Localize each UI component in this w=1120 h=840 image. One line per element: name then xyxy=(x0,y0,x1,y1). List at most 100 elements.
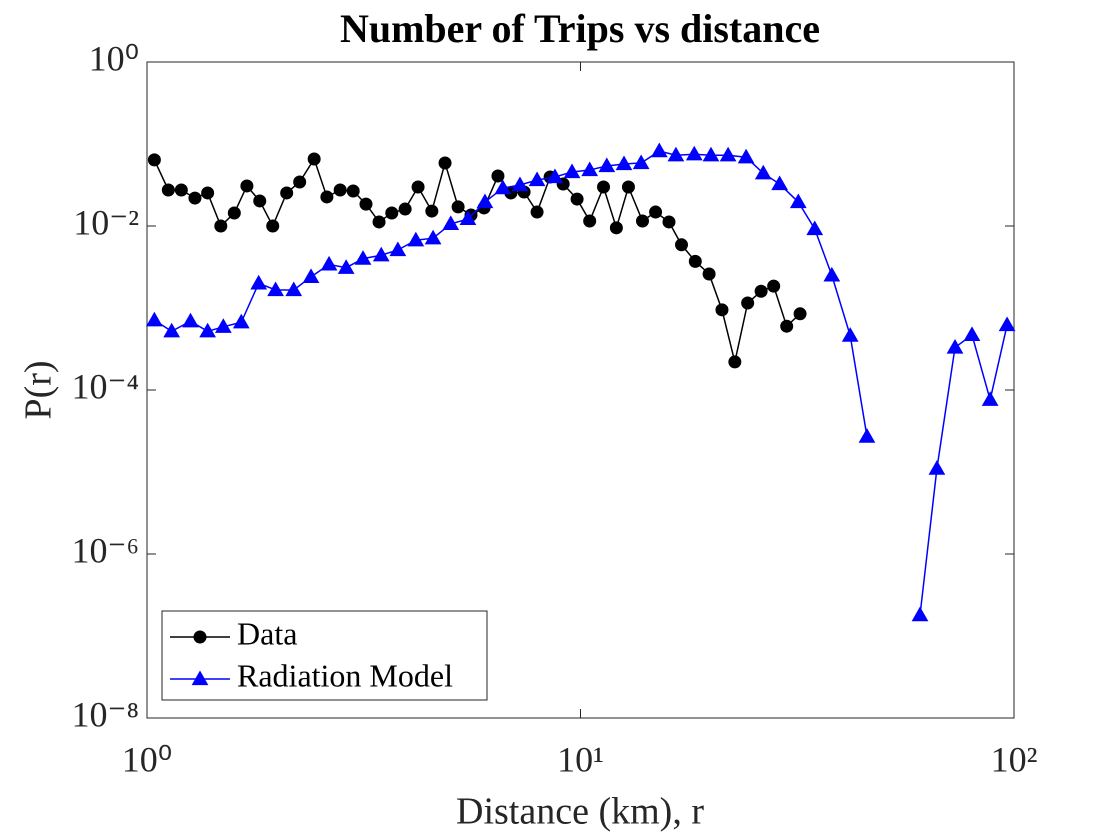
marker xyxy=(741,296,755,310)
y-axis-label: P(r) xyxy=(18,360,60,419)
marker xyxy=(302,268,320,283)
marker xyxy=(199,322,216,338)
marker xyxy=(389,241,407,257)
marker xyxy=(650,142,668,158)
marker xyxy=(174,183,188,197)
marker xyxy=(438,156,452,170)
legend-marker xyxy=(191,670,209,686)
marker xyxy=(442,215,460,231)
marker xyxy=(581,161,599,177)
marker xyxy=(621,180,635,194)
x-tick-label: 10¹ xyxy=(557,739,604,779)
marker xyxy=(411,180,425,194)
marker xyxy=(530,205,544,219)
marker xyxy=(320,190,334,204)
marker xyxy=(688,254,702,268)
marker xyxy=(407,231,425,247)
marker xyxy=(911,606,929,622)
x-axis-label: Distance (km), r xyxy=(456,791,704,833)
marker xyxy=(188,191,202,205)
marker xyxy=(615,155,633,171)
marker xyxy=(266,219,280,233)
marker xyxy=(425,204,439,218)
marker xyxy=(728,355,742,369)
legend-label: Radiation Model xyxy=(237,657,453,693)
legend-box xyxy=(161,610,488,701)
marker xyxy=(675,238,689,252)
marker xyxy=(293,175,307,189)
marker xyxy=(491,169,505,183)
marker xyxy=(963,326,981,342)
marker xyxy=(161,183,175,197)
marker xyxy=(609,221,623,235)
x-tick-label: 10⁰ xyxy=(122,739,172,779)
marker xyxy=(280,186,294,200)
marker xyxy=(424,229,442,245)
marker xyxy=(667,146,685,162)
marker xyxy=(372,215,386,229)
marker xyxy=(494,179,512,195)
marker xyxy=(337,259,355,274)
y-tick-label: 10⁻² xyxy=(73,202,139,242)
marker xyxy=(928,460,946,475)
marker xyxy=(598,157,616,173)
marker xyxy=(823,266,841,282)
marker xyxy=(267,281,284,297)
marker xyxy=(806,220,824,236)
marker xyxy=(583,214,597,228)
marker xyxy=(635,214,649,228)
marker xyxy=(981,391,999,406)
marker xyxy=(793,307,807,321)
marker xyxy=(146,311,163,327)
marker xyxy=(563,163,581,179)
marker xyxy=(214,318,232,333)
marker xyxy=(546,168,564,184)
y-tick-label: 10⁻⁴ xyxy=(71,366,139,406)
legend-marker xyxy=(193,630,207,644)
marker xyxy=(754,284,768,298)
marker xyxy=(451,200,465,214)
y-tick-label: 10⁻⁸ xyxy=(71,694,139,734)
marker xyxy=(528,171,546,187)
marker xyxy=(780,319,794,333)
marker xyxy=(385,206,399,220)
marker xyxy=(182,312,199,328)
marker xyxy=(858,428,876,443)
marker xyxy=(372,246,390,262)
marker xyxy=(946,338,964,354)
marker xyxy=(253,194,267,208)
marker xyxy=(476,193,494,209)
marker xyxy=(359,197,373,211)
marker xyxy=(333,183,347,197)
marker xyxy=(998,316,1016,332)
marker xyxy=(285,281,303,297)
marker xyxy=(459,210,477,226)
marker xyxy=(163,322,181,338)
marker xyxy=(570,192,584,206)
marker xyxy=(715,303,729,317)
marker xyxy=(702,146,720,162)
marker xyxy=(737,148,755,164)
marker xyxy=(354,250,372,265)
marker xyxy=(511,176,529,192)
chart-title: Number of Trips vs distance xyxy=(340,6,820,51)
marker xyxy=(398,202,412,216)
marker xyxy=(307,152,321,166)
marker xyxy=(227,206,241,220)
marker xyxy=(632,154,650,170)
marker xyxy=(685,145,703,161)
marker xyxy=(597,180,611,194)
marker xyxy=(649,205,663,219)
legend-label: Data xyxy=(237,615,297,651)
marker xyxy=(702,267,716,281)
marker xyxy=(250,274,268,290)
marker xyxy=(771,175,789,191)
marker xyxy=(214,219,228,233)
y-tick-label: 10⁻⁶ xyxy=(71,530,139,570)
marker xyxy=(147,153,161,167)
marker xyxy=(232,313,250,329)
y-tick-label: 10⁰ xyxy=(89,38,139,78)
marker xyxy=(767,279,781,293)
